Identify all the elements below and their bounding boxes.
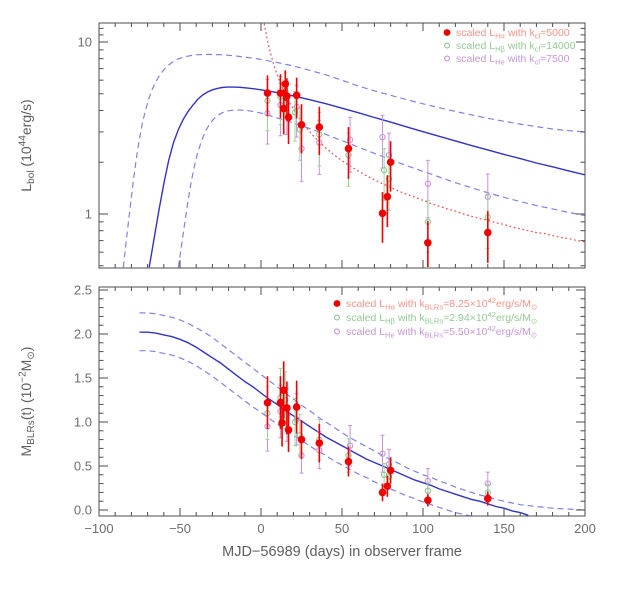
model-curves: [139, 312, 585, 516]
y-tick-label: 0.0: [74, 503, 92, 518]
x-tick-label: −100: [84, 521, 113, 536]
data-point: [378, 209, 387, 218]
mass-mean-curve: [139, 331, 529, 516]
data-point: [278, 419, 286, 427]
x-tick-label: 200: [574, 521, 596, 536]
data-point: [378, 488, 387, 497]
data-point: [386, 466, 395, 475]
x-axis-title: MJD−56989 (days) in observer frame: [222, 544, 462, 560]
model-lower-envelope-curve: [177, 109, 585, 268]
data-point: [424, 239, 432, 247]
powerlaw-decay-curve: [263, 23, 585, 243]
x-tick-label: −50: [169, 521, 191, 536]
y-axis-title: Lbol (1044erg/s): [18, 99, 37, 191]
data-point: [379, 450, 386, 457]
data-point: [385, 175, 393, 183]
data-point: [386, 158, 395, 167]
series-scaled-L-Hbeta: [264, 367, 491, 501]
panel-blr-mass: 0.0 0.5 1.0 1.5 2.0 2.5 −100 −50 0 50 100 150 200 MBL…: [18, 283, 596, 537]
model-curves: [122, 23, 585, 268]
data-point: [279, 104, 288, 113]
y-tick-label: 2.5: [74, 283, 92, 298]
data-point: [291, 418, 299, 426]
x-tick-label: 50: [335, 521, 349, 536]
model-upper-envelope-curve: [122, 53, 585, 268]
data-point: [291, 109, 299, 116]
data-point: [344, 144, 353, 153]
y-tick-label: 1.5: [74, 371, 92, 386]
series-scaled-L-Halpha: [263, 70, 492, 267]
data-point: [379, 133, 386, 141]
legend-entry-label: scaled LHe with kBLRs=5.50×1042erg/s/M⊙: [346, 324, 537, 339]
data-point: [263, 398, 272, 407]
y-axis-title: MBLRs(t) (10−2M⊙): [18, 347, 37, 457]
legend-entry-label: scaled LHβ with kcl=14000: [456, 40, 576, 53]
series-scaled-L-Hbeta: [264, 72, 491, 253]
data-point: [297, 435, 306, 444]
y-tick-label: 1: [85, 207, 92, 222]
legend-entry-label: scaled LHα with kBLRs=8.25×1042erg/s/M⊙: [346, 296, 537, 311]
legend: scaled LHα with kBLRs=8.25×1042erg/s/M⊙s…: [333, 296, 537, 339]
legend-entry-label: scaled LHα with kcl=5000: [456, 27, 570, 40]
data-point: [263, 89, 272, 97]
legend-marker-open-circle: [444, 42, 450, 49]
model-mean-curve: [148, 86, 585, 268]
y-tick-label: 2.0: [74, 327, 92, 342]
data-point: [292, 91, 301, 100]
series-scaled-L-He: [264, 80, 491, 231]
data-point: [424, 180, 432, 187]
y-tick-label: 10: [78, 35, 92, 50]
mass-lower-envelope-curve: [139, 350, 472, 516]
data-point: [284, 113, 293, 122]
legend-marker-open-circle: [334, 328, 340, 335]
legend-marker-open-circle: [334, 314, 340, 321]
axis-ticks: [98, 287, 586, 516]
data-point: [315, 439, 324, 447]
data-point: [424, 487, 432, 494]
legend-entry-label: scaled LHβ with kBLRs=2.94×1042erg/s/M⊙: [346, 310, 537, 325]
data-point: [484, 494, 492, 503]
data-point: [315, 123, 324, 131]
data-point: [281, 80, 290, 88]
data-point: [276, 89, 285, 97]
data-point: [279, 386, 288, 395]
data-point: [383, 192, 392, 201]
data-point: [346, 442, 354, 449]
data-point: [385, 473, 393, 480]
data-point: [292, 403, 301, 411]
legend-marker-filled-circle: [333, 300, 341, 307]
data-point: [346, 136, 354, 143]
y-tick-label: 0.5: [74, 459, 92, 474]
mass-upper-envelope-curve: [139, 312, 585, 511]
legend-entry-label: scaled LHe with kcl=7500: [456, 53, 570, 66]
legend-marker-open-circle: [444, 55, 450, 62]
data-point: [284, 426, 293, 434]
data-point: [380, 166, 388, 174]
data-point: [484, 228, 492, 237]
x-tick-label: 0: [257, 521, 264, 536]
x-tick-label: 150: [493, 521, 515, 536]
data-point: [283, 404, 291, 412]
series-scaled-L-Halpha: [263, 361, 492, 507]
x-tick-label: 100: [412, 521, 434, 536]
data-point: [297, 121, 306, 129]
data-point: [383, 482, 392, 491]
y-tick-label: 1.0: [74, 415, 92, 430]
data-point: [424, 496, 432, 505]
axis-ticks: [98, 23, 586, 268]
legend-marker-filled-circle: [443, 29, 451, 36]
panel-bolometric-luminosity: 1 10 Lbol (1044erg/s) scaled LHα with kcl=5…: [18, 22, 586, 269]
data-point: [344, 457, 353, 466]
